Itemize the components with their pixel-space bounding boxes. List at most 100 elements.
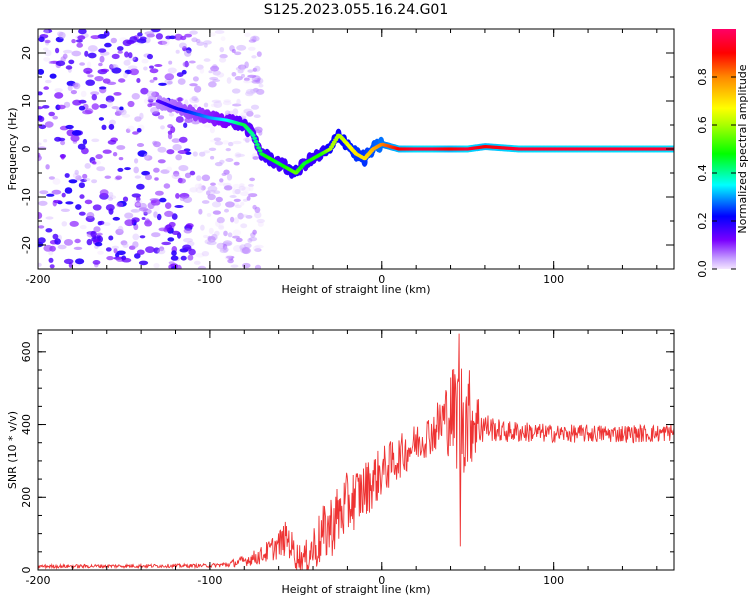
spectrogram-scatter-cell xyxy=(65,124,74,130)
spectrogram-scatter-cell xyxy=(149,65,154,69)
spectrogram-scatter-cell xyxy=(210,32,216,37)
spectrogram-scatter-cell xyxy=(105,95,115,103)
spectrogram-scatter-cell xyxy=(157,159,166,164)
spectrogram-scatter-cell xyxy=(234,51,242,56)
spectrogram-scatter-cell xyxy=(127,100,135,108)
spectrogram-scatter-cell xyxy=(119,106,124,111)
spectrogram-scatter-cell xyxy=(219,159,225,164)
spectrogram-scatter-cell xyxy=(193,260,201,265)
spectrogram-scatter-cell xyxy=(247,46,256,51)
spectrogram-scatter-cell xyxy=(209,76,219,81)
spectrogram-scatter-cell xyxy=(146,90,156,98)
spectrogram-scatter-cell xyxy=(256,88,265,95)
spectrogram-scatter-cell xyxy=(75,204,82,210)
spectrogram-scatter-cell xyxy=(219,222,224,229)
spectrogram-scatter-cell xyxy=(216,72,225,78)
spectrogram-scatter-cell xyxy=(144,98,149,104)
spectrogram-scatter-cell xyxy=(243,137,253,142)
spectrogram-x-axis-label: Height of straight line (km) xyxy=(281,283,430,296)
spectrogram-scatter-cell xyxy=(206,212,212,217)
spectrogram-scatter-cell xyxy=(136,249,145,255)
spectrogram-scatter-cell xyxy=(168,112,175,117)
spectrogram-scatter-cell xyxy=(145,174,152,181)
spectrogram-scatter-cell xyxy=(105,247,112,252)
spectrogram-scatter-cell xyxy=(214,230,220,237)
spectrogram-scatter-cell xyxy=(106,81,117,86)
spectrogram-scatter-cell xyxy=(57,104,66,110)
spectrogram-scatter-cell xyxy=(149,198,160,202)
spectrogram-scatter-cell xyxy=(237,64,247,70)
spectrogram-scatter-cell xyxy=(221,172,227,176)
spectrogram-scatter-cell xyxy=(226,173,233,181)
spectrogram-scatter-cell xyxy=(139,235,146,239)
spectrogram-scatter-cell xyxy=(248,39,256,43)
spectrogram-scatter-cell xyxy=(72,99,82,106)
spectrogram-scatter-cell xyxy=(174,33,183,41)
spectrogram-scatter-cell xyxy=(153,262,160,269)
spectrogram-scatter-cell xyxy=(144,155,153,161)
spectrogram-scatter-cell xyxy=(157,115,165,120)
colorbar-tick-label: 0.8 xyxy=(696,68,709,86)
spectrogram-scatter-cell xyxy=(216,216,225,224)
spectrogram-scatter-cell xyxy=(252,156,259,160)
spectrogram-scatter-cell xyxy=(141,58,149,64)
spectrogram-scatter-cell xyxy=(256,218,265,224)
spectrogram-scatter-cell xyxy=(252,229,257,235)
spectrogram-scatter-cell xyxy=(211,201,222,208)
spectrogram-scatter-cell xyxy=(124,167,131,171)
spectrogram-scatter-cell xyxy=(175,49,180,54)
spectrogram-scatter-cell xyxy=(80,178,87,183)
spectrogram-scatter-cell xyxy=(137,32,143,37)
spectrogram-scatter-cell xyxy=(84,199,93,205)
spectrogram-scatter-cell xyxy=(49,73,57,79)
spectrogram-scatter-cell xyxy=(131,208,138,213)
spectrogram-scatter-cell xyxy=(153,167,160,173)
spectrogram-scatter-cell xyxy=(233,161,240,166)
spectrogram-scatter-cell xyxy=(80,90,87,98)
figure-title: S125.2023.055.16.24.G01 xyxy=(264,2,449,18)
spectrogram-scatter-cell xyxy=(171,173,181,180)
spectrogram-scatter-cell xyxy=(38,154,42,162)
spectrogram-scatter-cell xyxy=(38,237,46,244)
spectrogram-scatter-cell xyxy=(183,238,193,243)
spectrogram-scatter-cell xyxy=(188,248,196,256)
spectrogram-scatter-cell xyxy=(118,157,124,161)
spectrogram-scatter-cell xyxy=(96,166,106,172)
snr-panel: -200 -100 0 100 600 400 200 0 Height of straigh… xyxy=(6,329,675,596)
spectrogram-scatter-cell xyxy=(203,42,208,48)
spectrogram-scatter-cell xyxy=(57,244,67,250)
spectrogram-scatter-cell xyxy=(184,117,193,123)
spectrogram-scatter-cell xyxy=(137,150,148,157)
spectrogram-scatter-cell xyxy=(140,87,149,95)
spectrogram-scatter-cell xyxy=(172,144,182,151)
spectrogram-scatter-cell xyxy=(141,217,146,220)
spectrogram-scatter-cell xyxy=(167,67,177,74)
spectrogram-scatter-cell xyxy=(248,185,254,192)
spectrogram-scatter-cell xyxy=(202,234,209,239)
spectrogram-scatter-cell xyxy=(218,225,225,230)
spectrogram-scatter-cell xyxy=(91,138,100,143)
spectrogram-scatter-cell xyxy=(177,178,186,184)
spectrogram-scatter-cell xyxy=(174,205,184,208)
spectrogram-scatter-cell xyxy=(219,54,228,59)
spectrogram-scatter-cell xyxy=(72,172,80,179)
spectrogram-ridge-cell xyxy=(252,136,258,140)
spectrogram-scatter-cell xyxy=(70,90,77,95)
spectrogram-scatter-cell xyxy=(44,49,52,57)
spectrogram-scatter-cell xyxy=(233,198,241,202)
spectrogram-y-axis-label: Frequency (Hz) xyxy=(6,108,19,191)
spectrogram-scatter-cell xyxy=(161,39,170,46)
spectrogram-scatter-cell xyxy=(168,60,173,65)
spectrogram-scatter-cell xyxy=(228,110,237,115)
spectrogram-scatter-cell xyxy=(45,79,52,84)
spectrogram-scatter-cell xyxy=(240,201,245,206)
spectrogram-scatter-cell xyxy=(64,173,70,178)
spectrogram-scatter-cell xyxy=(73,246,83,250)
spectrogram-scatter-cell xyxy=(111,53,120,60)
spectrogram-scatter-cell xyxy=(196,41,205,46)
spectrogram-scatter-cell xyxy=(246,196,251,201)
spectrogram-scatter-cell xyxy=(211,99,222,104)
snr-y-axis-label: SNR (10 * v/v) xyxy=(6,411,19,489)
spectrogram-scatter-cell xyxy=(94,76,104,82)
spectrogram-scatter-cell xyxy=(207,185,218,192)
